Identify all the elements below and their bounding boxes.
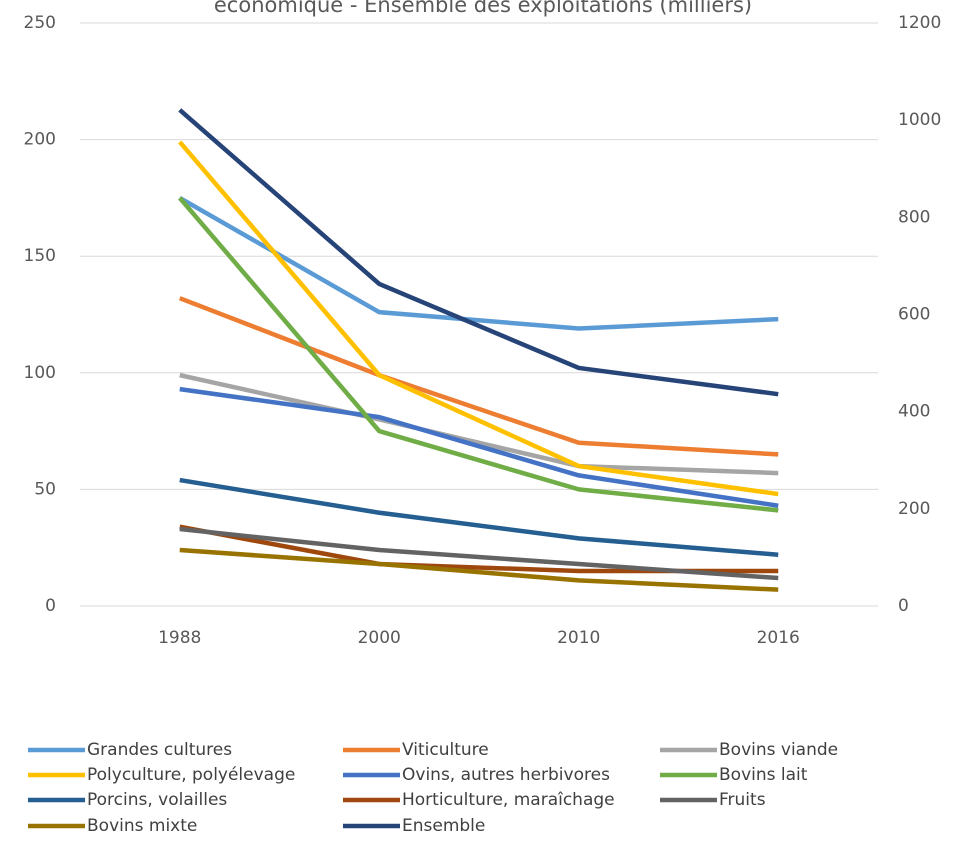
y2-tick-label: 200	[898, 499, 930, 519]
line-series	[179, 547, 779, 592]
y2-tick-label: 1200	[898, 13, 941, 33]
line-series	[178, 140, 779, 497]
line-series	[178, 296, 779, 457]
line-series	[179, 372, 779, 476]
legend-label: Bovins viande	[719, 740, 838, 760]
line-series	[179, 526, 779, 581]
legend-label: Viticulture	[402, 740, 489, 760]
line-series	[179, 477, 779, 557]
line-series	[178, 196, 779, 513]
y-tick-label: 150	[24, 246, 56, 266]
y-tick-label: 0	[45, 596, 56, 616]
legend-label: Ovins, autres herbivores	[402, 765, 610, 785]
x-tick-label: 2000	[358, 628, 401, 648]
x-tick-label: 2010	[557, 628, 600, 648]
legend-label: Porcins, volailles	[87, 790, 227, 810]
line-series	[178, 195, 779, 331]
legend-label: Polyculture, polyélevage	[87, 765, 295, 785]
y-tick-label: 50	[34, 479, 56, 499]
y2-tick-label: 0	[898, 596, 909, 616]
legend-label: Grandes cultures	[87, 740, 232, 760]
legend-label: Bovins lait	[719, 765, 808, 785]
y2-tick-label: 1000	[898, 110, 941, 130]
line-series	[178, 108, 779, 397]
y-tick-label: 250	[24, 13, 56, 33]
x-tick-label: 1988	[158, 628, 201, 648]
legend-label: Horticulture, maraîchage	[402, 790, 615, 810]
y2-tick-label: 400	[898, 402, 930, 422]
y2-tick-label: 800	[898, 207, 930, 227]
line-series	[179, 386, 779, 508]
y2-tick-label: 600	[898, 305, 930, 325]
legend-label: Ensemble	[402, 816, 485, 836]
x-tick-label: 2016	[757, 628, 800, 648]
y-tick-label: 200	[24, 130, 56, 150]
legend-label: Fruits	[719, 790, 766, 810]
legend-label: Bovins mixte	[87, 816, 197, 836]
chart-title: économique - Ensemble des exploitations …	[214, 0, 752, 17]
y-tick-label: 100	[24, 363, 56, 383]
